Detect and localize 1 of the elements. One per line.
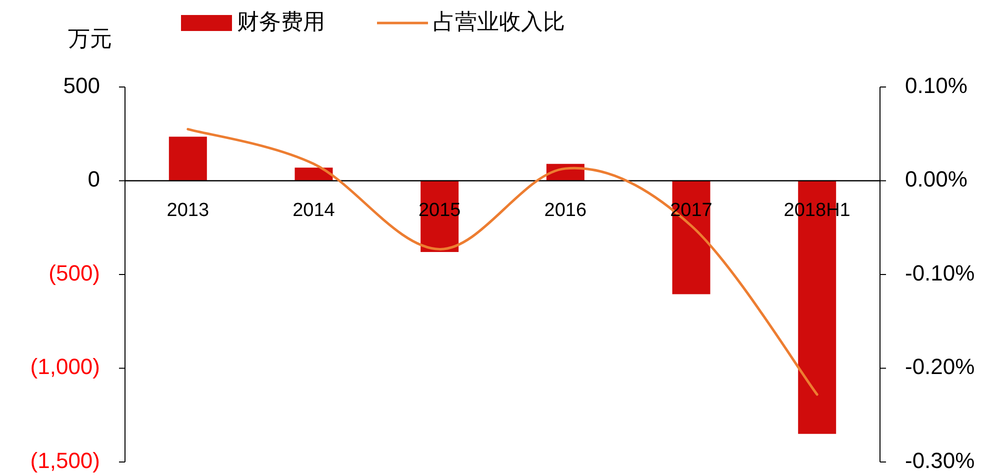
ylabel: 万元 — [68, 26, 112, 51]
